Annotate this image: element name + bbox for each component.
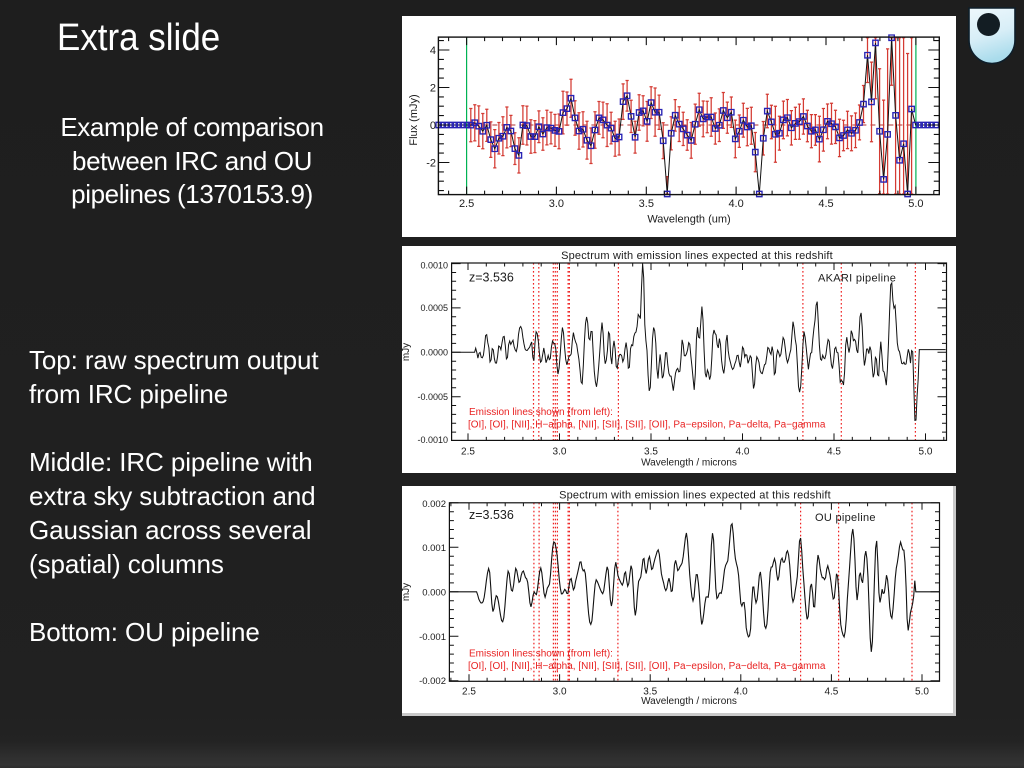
svg-text:2.5: 2.5	[462, 687, 476, 698]
svg-text:-0.0005: -0.0005	[417, 392, 448, 402]
svg-text:Flux (mJy): Flux (mJy)	[408, 94, 420, 145]
svg-text:4.0: 4.0	[734, 687, 748, 698]
svg-text:3.5: 3.5	[644, 447, 658, 458]
svg-text:OU pipeline: OU pipeline	[815, 512, 876, 524]
svg-text:z=3.536: z=3.536	[469, 508, 514, 522]
svg-text:2: 2	[430, 83, 436, 95]
svg-text:Spectrum with emission lines e: Spectrum with emission lines expected at…	[561, 250, 833, 262]
svg-text:3.5: 3.5	[639, 198, 654, 210]
svg-text:2.5: 2.5	[461, 447, 475, 458]
svg-text:-0.002: -0.002	[419, 676, 446, 687]
svg-text:3.0: 3.0	[549, 198, 564, 210]
svg-text:AKARI pipeline: AKARI pipeline	[818, 273, 896, 285]
svg-text:0.000: 0.000	[422, 588, 446, 599]
svg-text:Wavelength / microns: Wavelength / microns	[641, 696, 737, 707]
svg-text:-0.0010: -0.0010	[417, 435, 448, 445]
svg-text:3.5: 3.5	[643, 687, 657, 698]
svg-text:mJy: mJy	[402, 583, 412, 601]
svg-text:4.5: 4.5	[827, 447, 841, 458]
svg-text:3.0: 3.0	[553, 687, 567, 698]
svg-text:0: 0	[430, 120, 436, 132]
svg-text:4: 4	[430, 45, 436, 57]
svg-text:5.0: 5.0	[919, 447, 933, 458]
svg-text:mJy: mJy	[402, 343, 412, 361]
svg-text:Wavelength (um): Wavelength (um)	[647, 214, 730, 226]
svg-text:0.0010: 0.0010	[420, 261, 448, 271]
svg-text:2.5: 2.5	[459, 198, 474, 210]
svg-text:z=3.536: z=3.536	[469, 271, 514, 285]
svg-text:0.0000: 0.0000	[420, 348, 448, 358]
svg-text:3.0: 3.0	[553, 447, 567, 458]
svg-text:4.0: 4.0	[728, 198, 743, 210]
svg-text:[OI], [OI], [NII], H−alpha, [N: [OI], [OI], [NII], H−alpha, [NII], [SII]…	[468, 420, 826, 431]
svg-text:4.5: 4.5	[824, 687, 838, 698]
svg-text:4.5: 4.5	[818, 198, 833, 210]
svg-text:0.0005: 0.0005	[420, 303, 448, 313]
svg-text:5.0: 5.0	[915, 687, 929, 698]
svg-text:Emission lines shown (from lef: Emission lines shown (from left):	[469, 649, 613, 660]
svg-text:Emission lines shown (from lef: Emission lines shown (from left):	[469, 407, 613, 418]
svg-text:Wavelength / microns: Wavelength / microns	[641, 458, 737, 469]
svg-text:-0.001: -0.001	[419, 632, 446, 643]
svg-text:-2: -2	[426, 158, 436, 170]
svg-text:0.002: 0.002	[422, 499, 446, 510]
svg-text:4.0: 4.0	[736, 447, 750, 458]
svg-text:0.001: 0.001	[422, 543, 446, 554]
svg-text:[OI], [OI], [NII], H−alpha, [N: [OI], [OI], [NII], H−alpha, [NII], [SII]…	[468, 661, 826, 672]
svg-text:5.0: 5.0	[908, 198, 923, 210]
svg-text:Spectrum with emission lines e: Spectrum with emission lines expected at…	[559, 490, 831, 502]
